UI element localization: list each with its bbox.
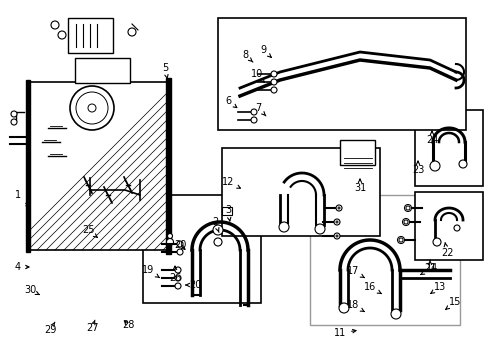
Circle shape (76, 92, 108, 124)
Text: 15: 15 (446, 297, 461, 309)
Circle shape (11, 111, 17, 117)
Text: 9: 9 (260, 45, 271, 57)
Circle shape (339, 303, 349, 313)
Text: 21: 21 (424, 260, 436, 273)
Circle shape (459, 160, 467, 168)
Bar (222, 148, 380, 236)
Circle shape (177, 249, 183, 255)
Bar (166, 78, 171, 254)
Bar (26, 80, 30, 252)
Text: 24: 24 (426, 131, 438, 145)
Bar (143, 195, 261, 303)
Bar (415, 192, 483, 260)
Bar (28, 82, 168, 250)
Bar (415, 110, 483, 186)
Text: 16: 16 (364, 282, 381, 294)
Circle shape (271, 79, 277, 85)
Text: 4: 4 (15, 262, 29, 272)
Text: 11: 11 (334, 328, 356, 338)
Circle shape (315, 224, 325, 234)
Text: 25: 25 (82, 225, 98, 237)
Circle shape (271, 87, 277, 93)
Bar (218, 18, 466, 130)
Text: 28: 28 (122, 320, 134, 330)
Circle shape (175, 275, 181, 281)
Circle shape (11, 119, 17, 125)
Circle shape (399, 238, 403, 242)
Text: 20: 20 (186, 280, 201, 290)
Text: 13: 13 (431, 282, 446, 293)
Circle shape (271, 71, 277, 77)
Circle shape (336, 221, 338, 223)
Text: 12: 12 (222, 177, 241, 188)
Circle shape (334, 219, 340, 225)
Circle shape (397, 237, 405, 243)
Text: 10: 10 (251, 69, 264, 82)
Text: 18: 18 (347, 300, 365, 312)
Text: 14: 14 (420, 263, 438, 275)
Bar (222, 207, 232, 215)
Text: 2: 2 (212, 217, 219, 232)
Circle shape (128, 28, 136, 36)
Circle shape (336, 235, 338, 237)
Circle shape (391, 309, 401, 319)
Circle shape (70, 86, 114, 130)
Text: 27: 27 (86, 320, 98, 333)
Text: 8: 8 (242, 50, 253, 62)
Circle shape (88, 104, 96, 112)
Text: 31: 31 (354, 179, 366, 193)
Circle shape (214, 238, 222, 246)
Bar (310, 195, 460, 325)
Circle shape (430, 161, 440, 171)
Circle shape (454, 225, 460, 231)
Circle shape (251, 109, 257, 115)
Text: 1: 1 (15, 190, 29, 207)
Text: 20: 20 (174, 240, 186, 250)
Circle shape (433, 238, 441, 246)
Text: 6: 6 (225, 96, 237, 108)
Circle shape (175, 267, 181, 273)
Circle shape (402, 219, 410, 225)
Bar (75, 58, 130, 83)
Circle shape (338, 207, 340, 209)
Text: 26: 26 (169, 266, 181, 283)
Circle shape (51, 21, 59, 29)
Text: 5: 5 (162, 63, 168, 78)
Text: 7: 7 (255, 103, 266, 116)
Circle shape (167, 239, 173, 246)
Bar (28, 82, 168, 250)
Circle shape (58, 31, 66, 39)
Circle shape (406, 206, 410, 210)
Circle shape (404, 220, 408, 224)
Circle shape (175, 283, 181, 289)
Text: 17: 17 (347, 266, 365, 278)
Bar (68, 18, 113, 53)
Text: 22: 22 (441, 242, 453, 258)
Circle shape (279, 222, 289, 232)
Circle shape (251, 117, 257, 123)
Text: 3: 3 (225, 205, 231, 221)
Circle shape (213, 225, 223, 235)
Circle shape (177, 241, 183, 247)
Circle shape (405, 204, 412, 212)
Text: 30: 30 (24, 285, 39, 295)
Text: 23: 23 (412, 161, 424, 175)
Circle shape (168, 234, 172, 239)
Text: 29: 29 (44, 322, 56, 335)
Bar (340, 140, 375, 165)
Text: 19: 19 (142, 265, 159, 278)
Circle shape (334, 233, 340, 239)
Circle shape (336, 205, 342, 211)
